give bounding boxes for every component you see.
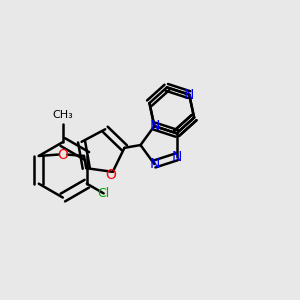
Text: O: O <box>57 148 68 162</box>
Text: N: N <box>149 119 160 133</box>
Text: Cl: Cl <box>98 187 110 200</box>
Text: N: N <box>149 157 160 171</box>
Text: N: N <box>172 150 182 164</box>
Text: CH₃: CH₃ <box>52 110 73 120</box>
Text: N: N <box>184 88 194 102</box>
Text: O: O <box>105 168 116 182</box>
